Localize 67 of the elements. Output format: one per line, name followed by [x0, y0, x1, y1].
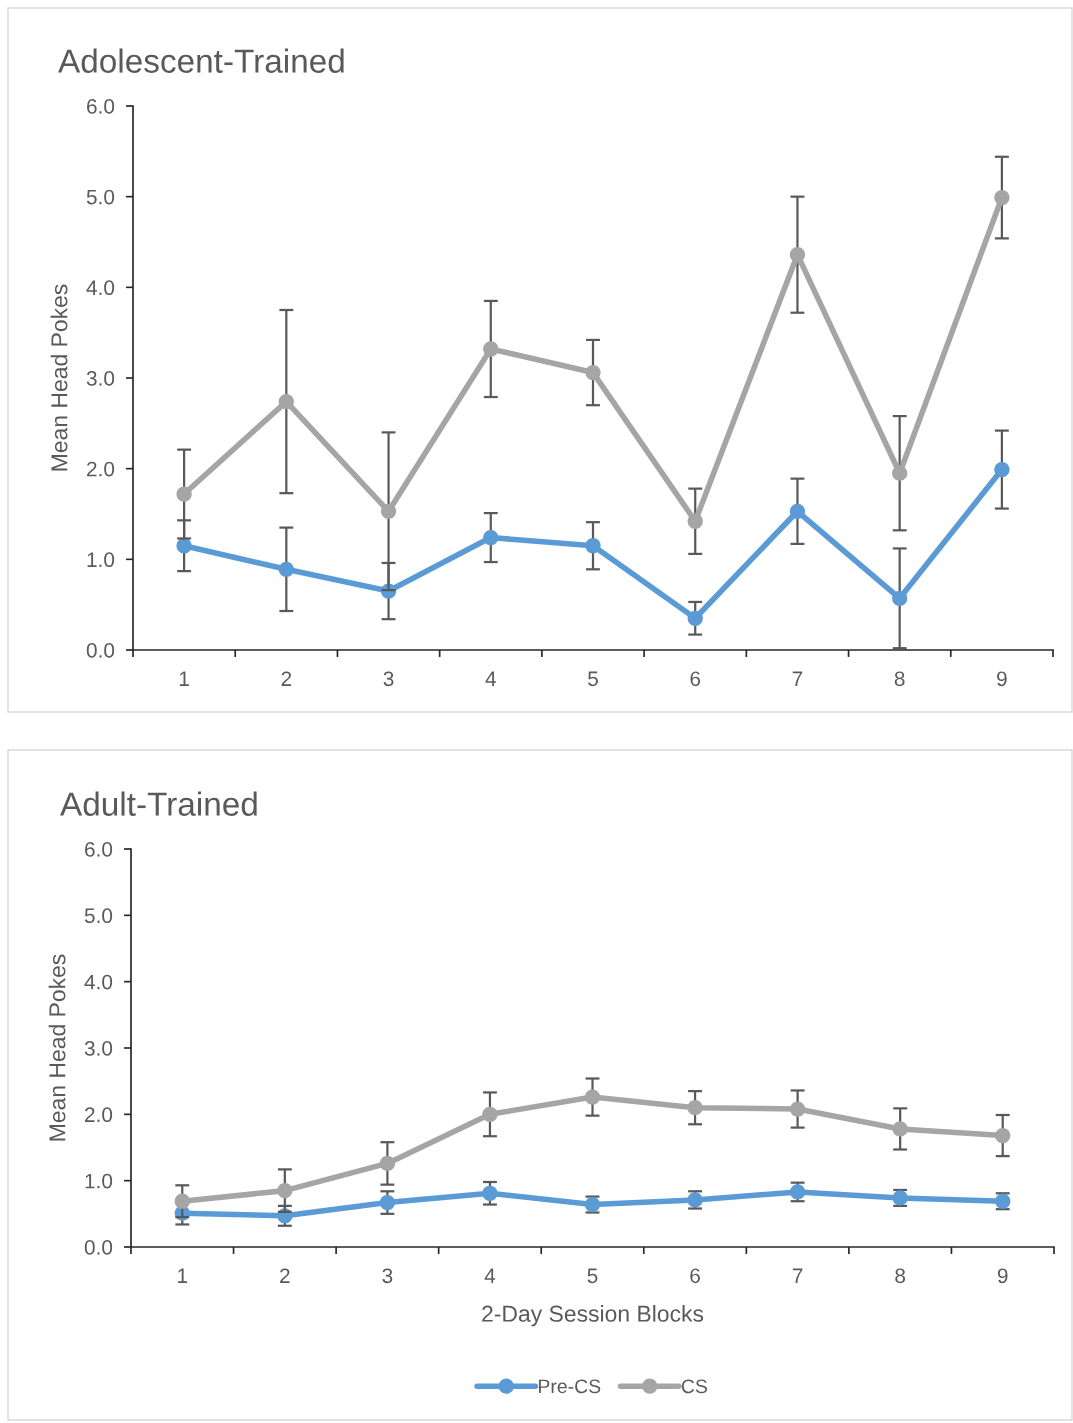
x-tick-label: 4 [485, 671, 496, 686]
y-tick-label: 6.0 [85, 842, 113, 857]
y-tick-label: 5.0 [84, 908, 113, 924]
point [380, 503, 397, 519]
point [789, 503, 806, 519]
y-tick-label: 4.0 [84, 974, 113, 990]
y-tick-label: 3.0 [84, 1041, 113, 1056]
x-tick-label: 9 [997, 671, 1007, 687]
legend-label: Pre-CS [538, 1379, 601, 1394]
y-axis-title: Mean Head Pokes [48, 954, 66, 1141]
x-tick-label: 8 [894, 671, 905, 687]
point [892, 465, 908, 481]
x-tick-label: 6 [690, 671, 701, 687]
y-tick-label: 2.0 [87, 461, 115, 477]
x-axis-title: 2-Day Session Blocks [482, 1305, 704, 1327]
point [176, 486, 192, 502]
point [174, 1193, 190, 1209]
point [789, 247, 806, 263]
x-tick-label: 7 [792, 1268, 803, 1283]
point [379, 1194, 396, 1211]
point [995, 1127, 1011, 1144]
point [176, 538, 192, 554]
x-tick-label: 3 [382, 1268, 393, 1284]
point [585, 364, 601, 381]
x-tick-label: 1 [179, 671, 189, 686]
x-tick-label: 5 [588, 671, 598, 687]
point [379, 1155, 396, 1172]
point [483, 529, 499, 546]
y-tick-label: 5.0 [86, 189, 115, 205]
y-tick-label: 1.0 [85, 1173, 113, 1189]
point [994, 461, 1010, 478]
x-tick-label: 2 [281, 671, 292, 686]
x-tick-label: 7 [792, 671, 803, 686]
x-tick-label: 9 [997, 1268, 1008, 1284]
point [585, 538, 601, 554]
point [789, 1101, 806, 1117]
point [687, 610, 703, 626]
y-tick-label: 1.0 [87, 552, 115, 568]
x-tick-label: 3 [383, 671, 394, 687]
y-tick-label: 0.0 [86, 643, 115, 658]
point [687, 1100, 703, 1116]
point [892, 1121, 908, 1137]
point [892, 590, 908, 606]
chart-title: Adult-Trained [60, 791, 257, 816]
point [482, 1185, 498, 1201]
y-axis-title: Mean Head Pokes [50, 284, 68, 471]
point [278, 393, 294, 410]
chart-title: Adolescent-Trained [58, 48, 344, 73]
x-tick-label: 4 [484, 1268, 496, 1283]
point [584, 1089, 601, 1105]
point [687, 513, 703, 529]
y-tick-label: 3.0 [86, 371, 115, 386]
point [483, 341, 499, 357]
x-tick-label: 1 [178, 1268, 188, 1283]
legend-label: CS [681, 1379, 707, 1394]
point [482, 1106, 498, 1122]
point [277, 1182, 293, 1199]
x-tick-label: 8 [895, 1268, 906, 1284]
x-tick-label: 5 [587, 1268, 598, 1284]
x-tick-label: 2 [280, 1268, 290, 1283]
y-tick-label: 6.0 [87, 99, 115, 114]
y-tick-label: 2.0 [85, 1107, 113, 1123]
y-tick-label: 4.0 [86, 280, 115, 296]
point [994, 189, 1010, 206]
x-tick-label: 6 [690, 1268, 700, 1284]
y-tick-label: 0.0 [84, 1240, 113, 1255]
point [278, 561, 294, 577]
